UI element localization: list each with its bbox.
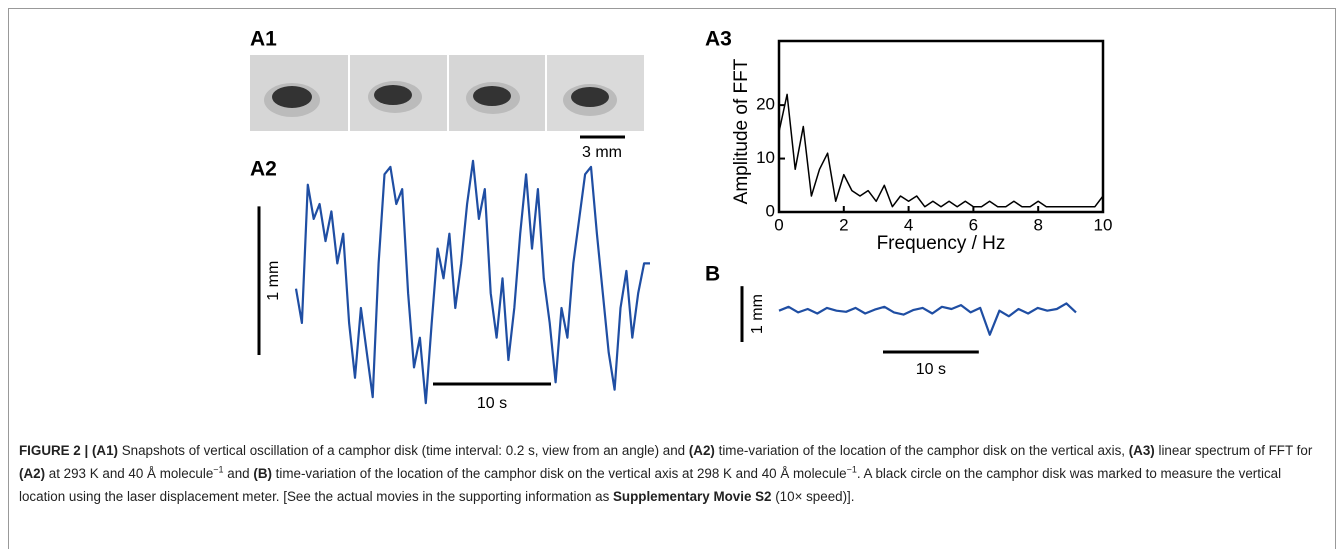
caption-text: −1 (213, 464, 224, 475)
caption-text: linear spectrum of FFT for (1154, 443, 1313, 458)
y-scale-bar-label: 1 mm (265, 261, 282, 301)
scale-bar-label: 3 mm (582, 144, 622, 161)
caption-text: Snapshots of vertical oscillation of a c… (117, 443, 689, 458)
y-tick-label: 10 (756, 148, 775, 167)
y-axis-label: Amplitude of FFT (731, 58, 752, 204)
y-tick-label: 20 (756, 95, 775, 114)
caption: FIGURE 2 | (A1) Snapshots of vertical os… (19, 439, 1325, 508)
data-line (778, 302, 1077, 336)
plot-frame (777, 39, 1105, 214)
caption-text: at 293 K and 40 Å molecule (45, 466, 214, 481)
disk-mark (473, 86, 511, 106)
x-tick-label: 4 (904, 215, 913, 234)
y-scale-bar-label: 1 mm (749, 294, 766, 334)
x-axis-label: Frequency / Hz (877, 233, 1006, 254)
caption-text: FIGURE 2 | (A1) (19, 443, 118, 458)
disk-mark (272, 86, 312, 108)
caption-text: time-variation of the location of the ca… (714, 443, 1129, 458)
figure: A1 A2 A3 B 3 mm 1 mm 10 s 0 2 4 6 8 10 0 10 20 Freq… (250, 28, 1113, 412)
data-line (778, 93, 1104, 208)
x-tick-label: 0 (774, 215, 783, 234)
disk-mark (571, 87, 609, 107)
caption-text: (B) (253, 466, 272, 481)
caption-text: (A2) (688, 443, 715, 458)
x-scale-bar-label: 10 s (916, 361, 946, 378)
panel-label: A3 (705, 28, 732, 51)
caption-text: (A3) (1128, 443, 1155, 458)
caption-text: . A black circle on the camphor disk was… (19, 466, 1282, 504)
panel-label: A2 (250, 158, 277, 181)
x-tick-label: 10 (1094, 215, 1113, 234)
snapshots: 3 mm (250, 55, 644, 161)
x-tick-label: 8 (1033, 215, 1042, 234)
caption-text: time-variation of the location of the ca… (271, 466, 847, 481)
figure-frame (8, 8, 1336, 549)
data-line (294, 159, 650, 405)
x-scale-bar-label: 10 s (477, 395, 507, 412)
disk-mark (374, 85, 412, 105)
x-tick-label: 2 (839, 215, 848, 234)
caption-text: (A2) (19, 466, 46, 481)
panel-label: B (705, 263, 720, 286)
x-tick-label: 6 (969, 215, 978, 234)
caption-text: Supplementary Movie S2 (612, 489, 772, 504)
caption-text: (10× speed)]. (771, 489, 855, 504)
panel-label: A1 (250, 28, 277, 51)
caption-text: and (223, 466, 254, 481)
y-tick-label: 0 (766, 201, 775, 220)
caption-text: −1 (846, 464, 857, 475)
